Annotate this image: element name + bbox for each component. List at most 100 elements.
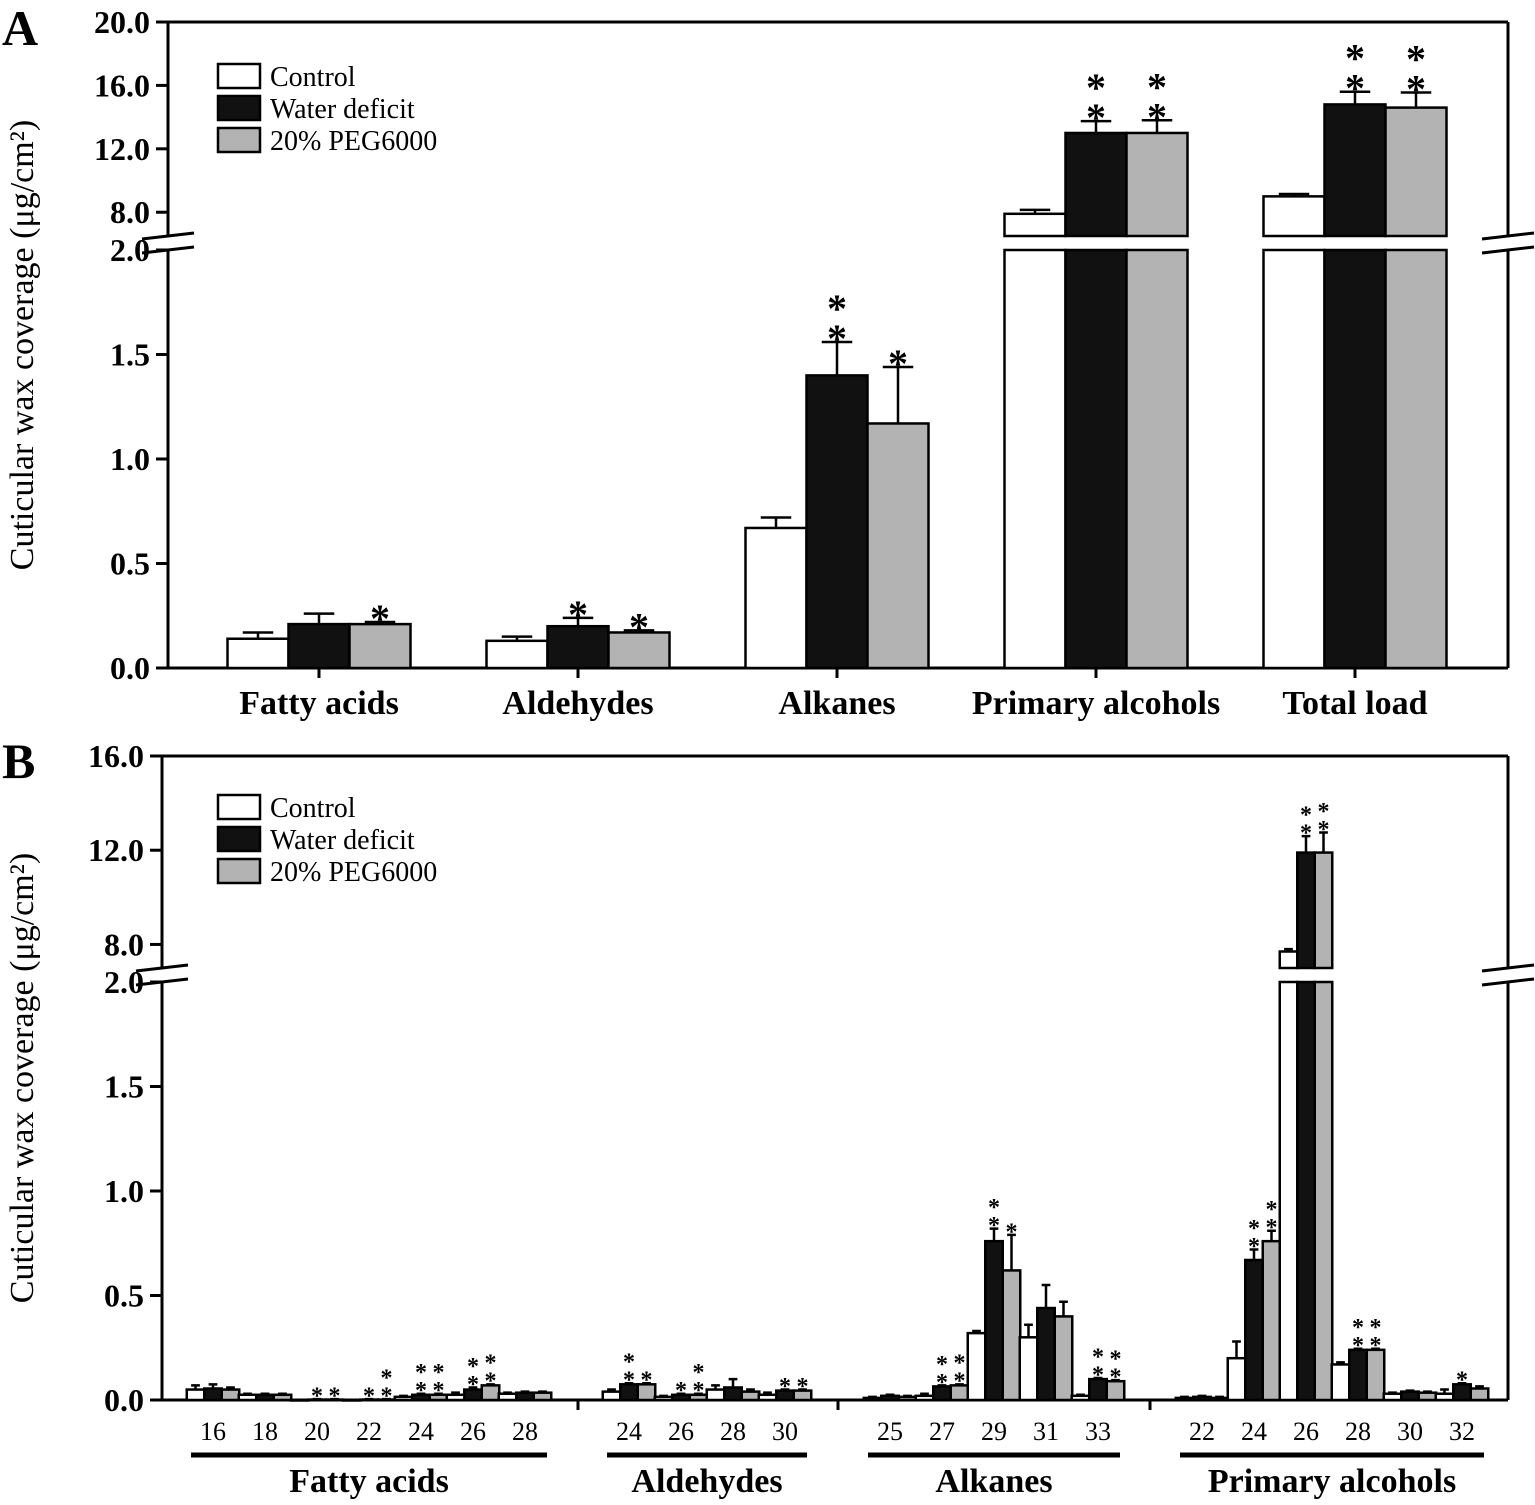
b-chain-label: 26 <box>1293 1417 1319 1446</box>
a-ytick-label-lower: 1.5 <box>110 337 150 373</box>
a-ytick-label-lower: 2.0 <box>110 232 150 268</box>
a-legend-label-0: Control <box>270 62 356 93</box>
b-bar <box>723 1386 743 1402</box>
a-errorbar <box>303 612 335 625</box>
b-errorbar <box>1475 1385 1484 1389</box>
b-errorbar <box>399 1394 408 1398</box>
a-errorbar <box>760 516 792 528</box>
b-errorbar <box>468 1386 478 1390</box>
b-chain-label: 16 <box>200 1417 226 1446</box>
b-errorbar <box>243 1392 252 1395</box>
a-bar-upper <box>1125 131 1189 238</box>
b-errorbar <box>1319 831 1328 853</box>
b-chain-label: 33 <box>1085 1417 1111 1446</box>
b-chain-label: 30 <box>772 1417 798 1446</box>
b-legend-label-1: Water deficit <box>270 825 415 856</box>
b-ytick-label-lower: 1.0 <box>104 1173 144 1209</box>
b-errorbar <box>711 1384 720 1390</box>
b-significance-mark: * <box>1352 1315 1364 1341</box>
b-errorbar <box>989 1227 999 1242</box>
b-bar <box>897 1395 918 1402</box>
b-errorbar <box>624 1382 634 1385</box>
b-significance-mark: * <box>1370 1315 1382 1341</box>
a-significance-mark: * <box>568 592 588 637</box>
a-legend-label-2: 20% PEG6000 <box>270 126 437 157</box>
b-errorbar <box>1457 1382 1467 1385</box>
b-significance-mark: * <box>415 1378 427 1404</box>
b-legend-label-2: 20% PEG6000 <box>270 857 437 888</box>
a-legend-label-1: Water deficit <box>270 94 415 125</box>
b-bar <box>255 1393 275 1402</box>
b-significance-mark: * <box>693 1378 705 1404</box>
b-significance-mark: * <box>433 1360 445 1386</box>
b-chain-label: 20 <box>304 1417 330 1446</box>
a-bar-upper <box>1323 103 1387 238</box>
b-bar <box>237 1393 258 1402</box>
b-group-label: Aldehydes <box>631 1463 782 1500</box>
b-significance-mark: * <box>433 1378 445 1404</box>
a-bar-lower <box>1125 248 1189 670</box>
b-errorbar <box>1336 1361 1345 1365</box>
a-significance-mark: * <box>1147 64 1167 109</box>
b-ytick-label-upper: 12.0 <box>88 832 144 868</box>
a-significance-mark: * <box>1086 65 1106 110</box>
a-ytick-label-upper: 16.0 <box>94 67 150 103</box>
b-significance-mark: * <box>1300 802 1312 828</box>
b-errorbar <box>416 1392 426 1395</box>
b-bar-lower <box>1296 980 1316 1402</box>
b-bar-upper <box>1296 851 1316 970</box>
b-errorbar <box>1388 1391 1397 1394</box>
b-significance-mark: * <box>1266 1197 1278 1223</box>
b-bar-lower <box>1313 980 1334 1402</box>
b-bar <box>1070 1394 1091 1402</box>
b-errorbar <box>955 1383 964 1386</box>
b-errorbar <box>920 1392 929 1396</box>
b-break-mark-bottom-1 <box>1481 977 1535 987</box>
b-errorbar <box>1267 1229 1276 1242</box>
a-significance-mark: * <box>1406 37 1426 82</box>
b-chain-label: 24 <box>408 1417 434 1446</box>
b-chain-label: 18 <box>252 1417 278 1446</box>
b-errorbar <box>1371 1347 1380 1351</box>
b-errorbar <box>278 1392 287 1395</box>
b-bar <box>203 1387 223 1402</box>
a-bar-upper <box>1003 212 1067 238</box>
b-legend-swatch-2 <box>216 857 262 885</box>
b-significance-mark: * <box>988 1213 1000 1239</box>
a-errorbar <box>242 631 274 639</box>
b-bar <box>914 1394 935 1402</box>
b-significance-mark: * <box>988 1195 1000 1221</box>
b-bar-lower <box>1278 980 1299 1402</box>
b-bar <box>1036 1306 1056 1402</box>
b-significance-mark: * <box>936 1370 948 1396</box>
b-chain-label: 25 <box>877 1417 903 1446</box>
b-errorbar <box>260 1392 270 1395</box>
b-significance-mark: * <box>1266 1215 1278 1241</box>
b-chain-label: 24 <box>1241 1417 1267 1446</box>
a-bar <box>485 639 549 670</box>
b-significance-mark: * <box>1370 1333 1382 1359</box>
b-ytick-label-lower: 0.0 <box>104 1382 144 1418</box>
b-significance-mark: * <box>623 1350 635 1376</box>
b-group-label: Alkanes <box>935 1463 1052 1500</box>
b-chain-label: 26 <box>668 1417 694 1446</box>
b-legend-label-0: Control <box>270 793 356 824</box>
a-category-label: Total load <box>1282 685 1427 722</box>
b-bar <box>445 1393 466 1402</box>
a-bar-lower <box>1262 248 1326 670</box>
b-errorbar <box>746 1388 755 1392</box>
b-bar <box>1226 1356 1247 1402</box>
b-errorbar <box>1423 1390 1432 1393</box>
b-bar <box>1001 1269 1022 1402</box>
b-significance-mark: * <box>779 1374 791 1400</box>
b-errorbar <box>798 1388 807 1391</box>
b-errorbar <box>520 1390 530 1393</box>
a-errorbar <box>501 635 533 641</box>
a-legend-swatch-1 <box>216 94 262 122</box>
b-bar <box>1209 1396 1230 1402</box>
b-errorbar <box>1353 1347 1363 1351</box>
a-legend-swatch-2 <box>216 126 262 154</box>
a-bar-lower <box>1384 248 1448 670</box>
b-bar-upper <box>1313 851 1334 970</box>
a-errorbar <box>882 365 914 424</box>
